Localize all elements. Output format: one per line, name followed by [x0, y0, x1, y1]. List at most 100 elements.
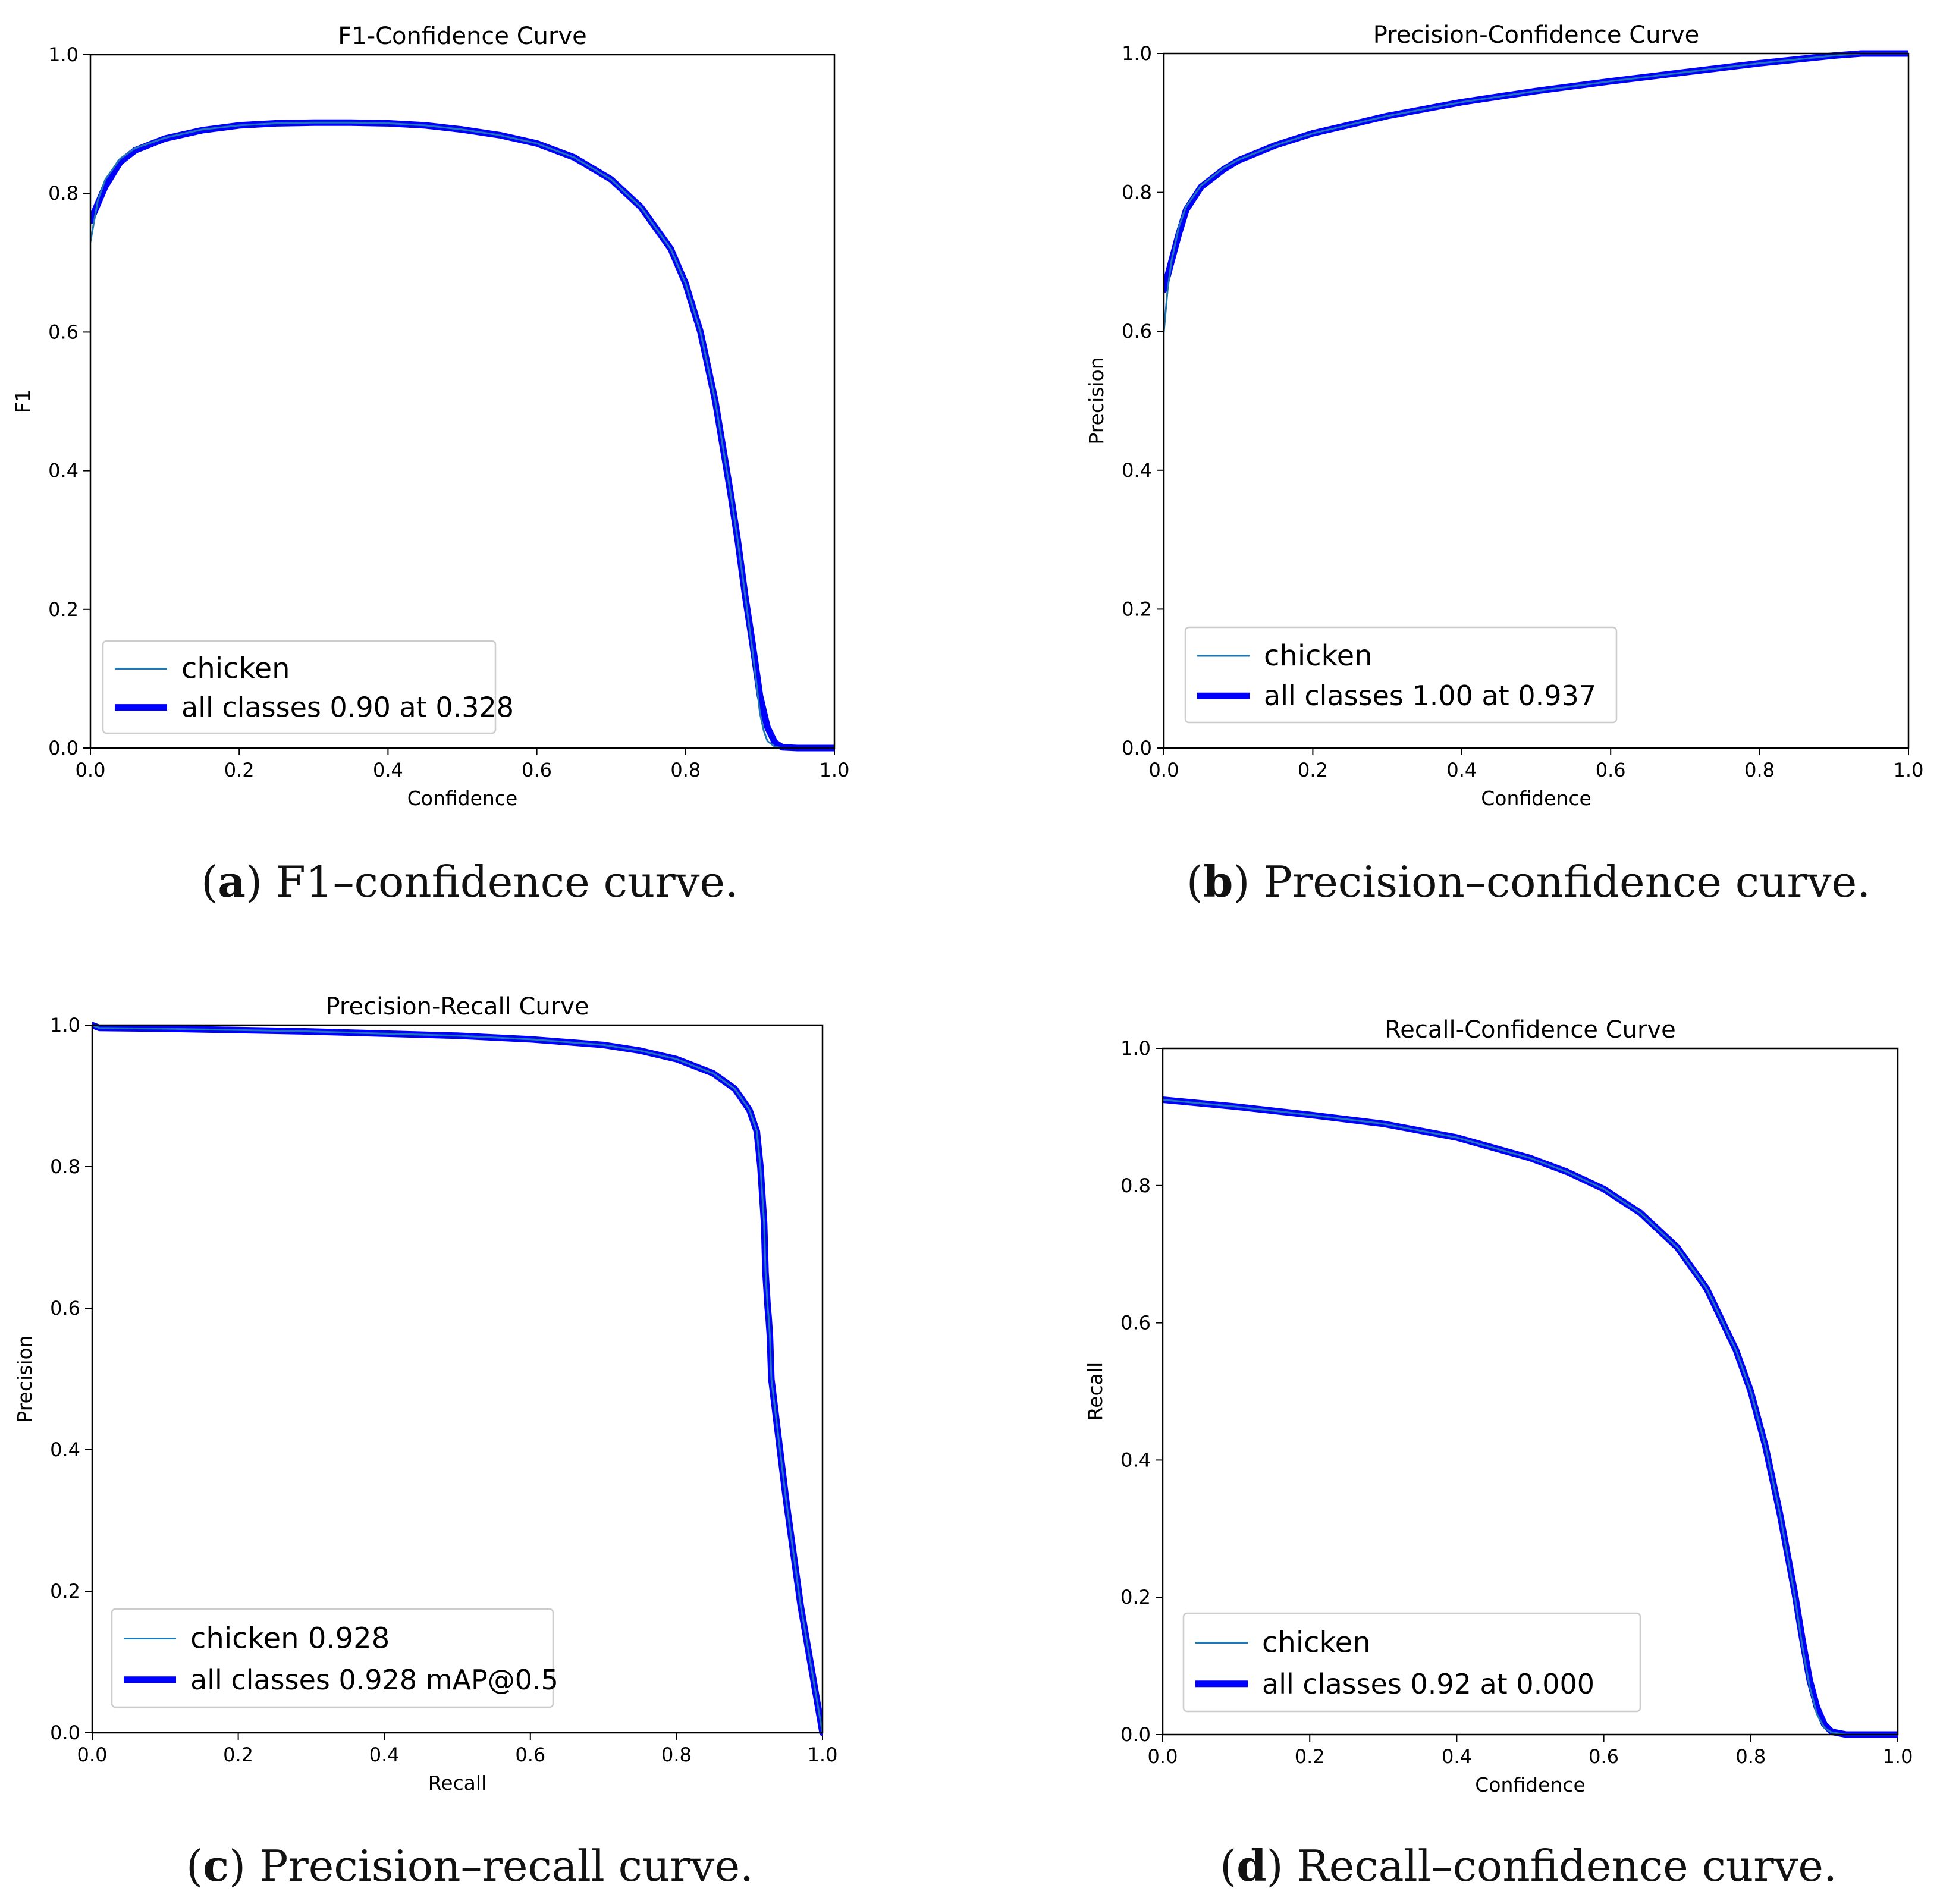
legend-label-all-classes: all classes 0.90 at 0.328	[181, 692, 514, 724]
caption-d-letter: d	[1236, 1840, 1267, 1891]
y-tick-label: 0.6	[50, 1297, 80, 1319]
series-line-chicken	[90, 121, 834, 749]
x-tick-label: 0.8	[1744, 759, 1775, 781]
caption-b-text: Precision–confidence curve.	[1263, 857, 1871, 907]
chart-title: F1-Confidence Curve	[338, 23, 587, 50]
y-tick-label: 0.4	[50, 1438, 80, 1461]
caption-c-text: Precision–recall curve.	[259, 1841, 754, 1891]
x-tick-label: 0.6	[1589, 1745, 1619, 1768]
legend-label-all-classes: all classes 0.92 at 0.000	[1262, 1668, 1594, 1700]
caption-b-letter: b	[1203, 856, 1233, 907]
x-tick-label: 0.6	[1596, 759, 1626, 781]
chart-title: Precision-Confidence Curve	[1373, 21, 1700, 49]
y-tick-label: 1.0	[48, 43, 79, 66]
chart-c: Precision-Recall Curve 0.0 0.2 0.4 0.6 0.8 1.0…	[13, 993, 837, 1795]
caption-b: (b) Precision–confidence curve.	[1186, 856, 1871, 907]
legend-box	[111, 1608, 554, 1708]
y-tick-label: 0.6	[1120, 1312, 1151, 1334]
y-axis-label: Recall	[1084, 1362, 1107, 1421]
y-tick-label: 0.0	[1120, 1723, 1151, 1746]
y-tick-label: 0.8	[1122, 181, 1152, 204]
chart-title: Recall-Confidence Curve	[1385, 1016, 1675, 1044]
y-tick-label: 0.8	[48, 182, 79, 205]
x-tick-label: 0.8	[1735, 1745, 1766, 1768]
x-tick-label: 0.4	[1446, 759, 1477, 781]
caption-d-text: Recall–confidence curve.	[1297, 1841, 1837, 1891]
x-tick-label: 0.0	[76, 759, 106, 781]
caption-a-letter: a	[218, 856, 246, 907]
x-tick-label: 0.0	[1149, 759, 1179, 781]
y-tick-label: 1.0	[1120, 1037, 1151, 1060]
y-tick-label: 0.0	[48, 737, 79, 759]
series-line-all-classes	[1164, 50, 1908, 293]
legend-label-chicken: chicken 0.928	[190, 1622, 390, 1655]
y-tick-label: 0.4	[1122, 459, 1152, 482]
legend: chicken all classes 1.00 at 0.937	[1184, 626, 1618, 724]
x-tick-label: 0.2	[1298, 759, 1328, 781]
x-tick-label: 0.6	[522, 759, 552, 781]
x-tick-label: 0.0	[77, 1743, 108, 1766]
legend-box	[1184, 626, 1618, 724]
x-tick-label: 1.0	[1883, 1745, 1913, 1768]
x-axis-label: Confidence	[407, 787, 518, 810]
legend: chicken all classes 0.92 at 0.000	[1182, 1612, 1641, 1713]
x-axis-label: Confidence	[1475, 1773, 1586, 1796]
y-tick-label: 0.2	[1122, 598, 1152, 620]
y-axis-label: Precision	[13, 1335, 36, 1422]
y-tick-label: 0.0	[1122, 737, 1152, 759]
x-tick-label: 0.2	[1295, 1745, 1325, 1768]
x-tick-label: 1.0	[820, 759, 850, 781]
x-tick-label: 0.2	[223, 1743, 253, 1766]
series-line-chicken	[1163, 1099, 1898, 1736]
y-tick-label: 0.2	[48, 598, 79, 621]
caption-a: (a) F1–confidence curve.	[201, 856, 739, 907]
chart-title: Precision-Recall Curve	[326, 993, 589, 1020]
caption-d: (d) Recall–confidence curve.	[1220, 1840, 1837, 1891]
x-axis-label: Confidence	[1481, 787, 1591, 810]
y-tick-label: 0.8	[50, 1155, 80, 1178]
series-line-chicken	[92, 1024, 823, 1734]
series-line-chicken	[1164, 52, 1908, 332]
legend-box	[1182, 1612, 1641, 1713]
legend-label-chicken: chicken	[1262, 1626, 1371, 1660]
y-tick-label: 1.0	[1122, 42, 1152, 65]
plot-frame	[1162, 1047, 1899, 1736]
y-tick-label: 0.0	[50, 1721, 80, 1744]
x-tick-label: 1.0	[1894, 759, 1924, 781]
y-tick-label: 0.8	[1120, 1174, 1151, 1197]
x-tick-label: 0.4	[1442, 1745, 1472, 1768]
x-tick-label: 1.0	[808, 1743, 838, 1766]
legend-box	[102, 640, 497, 734]
y-tick-label: 0.6	[48, 321, 79, 343]
legend-label-chicken: chicken	[1264, 639, 1373, 673]
chart-d: Recall-Confidence Curve 0.0 0.2 0.4 0.6 0.8 1.…	[1084, 1016, 1913, 1796]
legend: chicken 0.928 all classes 0.928 mAP@0.5	[111, 1608, 558, 1708]
legend-label-all-classes: all classes 1.00 at 0.937	[1264, 680, 1596, 712]
caption-c: (c) Precision–recall curve.	[186, 1840, 754, 1891]
x-axis-label: Recall	[428, 1771, 486, 1795]
chart-b: Precision-Confidence Curve 0.0 0.2 0.4 0.6 0.…	[1085, 21, 1923, 810]
legend: chicken all classes 0.90 at 0.328	[102, 640, 514, 734]
x-tick-label: 0.2	[224, 759, 255, 781]
x-tick-label: 0.8	[670, 759, 701, 781]
legend-label-all-classes: all classes 0.928 mAP@0.5	[190, 1664, 558, 1696]
x-tick-label: 0.6	[515, 1743, 545, 1766]
caption-a-text: F1–confidence curve.	[275, 857, 739, 907]
y-tick-label: 0.6	[1122, 320, 1152, 343]
y-tick-label: 0.2	[50, 1580, 80, 1603]
y-axis-label: Precision	[1085, 357, 1108, 444]
y-tick-label: 0.4	[1120, 1449, 1151, 1471]
y-tick-label: 0.4	[48, 460, 79, 482]
caption-c-letter: c	[203, 1840, 229, 1891]
chart-a: F1-Confidence Curve 0.0 0.2 0.4 0.6 0.8 1.0 0.0…	[11, 23, 849, 810]
legend-label-chicken: chicken	[181, 652, 290, 686]
plot-frame	[1163, 52, 1910, 749]
plot-frame	[91, 1024, 824, 1734]
y-tick-label: 1.0	[50, 1014, 80, 1036]
y-tick-label: 0.2	[1120, 1586, 1151, 1608]
plot-frame	[89, 54, 836, 749]
x-tick-label: 0.8	[661, 1743, 692, 1766]
y-axis-label: F1	[11, 389, 34, 413]
x-tick-label: 0.4	[369, 1743, 400, 1766]
x-tick-label: 0.4	[373, 759, 403, 781]
